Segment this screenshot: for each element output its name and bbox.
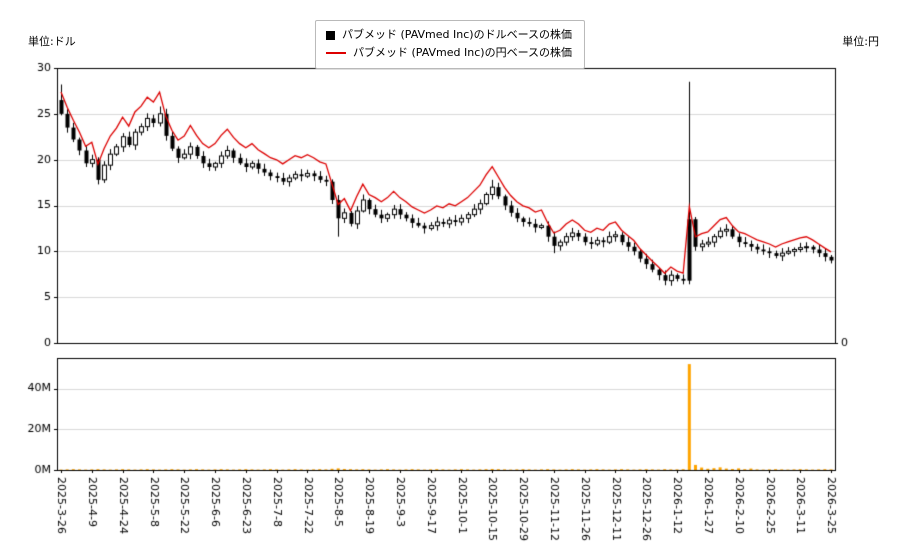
- left-axis-unit-label: 単位:ドル: [28, 35, 76, 48]
- legend: パブメッド (PAVmed Inc)のドルベースの株価 パブメッド (PAVme…: [314, 20, 586, 70]
- legend-item-usd: パブメッド (PAVmed Inc)のドルベースの株価: [325, 26, 573, 44]
- legend-label-usd: パブメッド (PAVmed Inc)のドルベースの株価: [341, 28, 573, 41]
- jpy-series-line-marker-icon: [325, 52, 346, 55]
- right-axis-unit-label: 単位:円: [842, 35, 879, 48]
- legend-label-jpy: パブメッド (PAVmed Inc)の円ベースの株価: [352, 46, 573, 60]
- usd-series-square-marker-icon: [325, 30, 335, 40]
- legend-item-jpy: パブメッド (PAVmed Inc)の円ベースの株価: [325, 44, 573, 62]
